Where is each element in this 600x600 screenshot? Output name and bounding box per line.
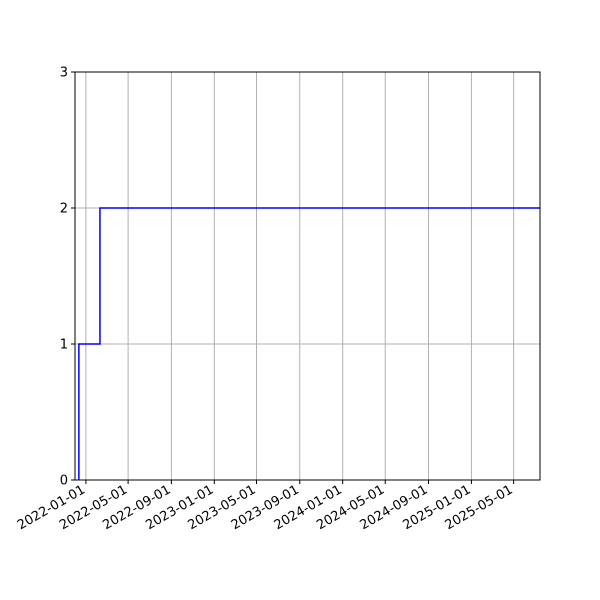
y-axis: 0 1 2 3 xyxy=(60,66,75,489)
x-axis: 2022-01-012022-05-012022-09-012023-01-01… xyxy=(15,480,516,533)
y-tick-label: 2 xyxy=(60,202,68,217)
y-tick-label: 3 xyxy=(60,66,68,81)
plot-frame xyxy=(74,71,541,481)
grid xyxy=(75,71,540,481)
y-tick-label: 1 xyxy=(60,338,68,353)
series-layer xyxy=(78,207,540,480)
y-tick-label: 0 xyxy=(60,474,68,489)
series-line-0 xyxy=(78,207,540,480)
